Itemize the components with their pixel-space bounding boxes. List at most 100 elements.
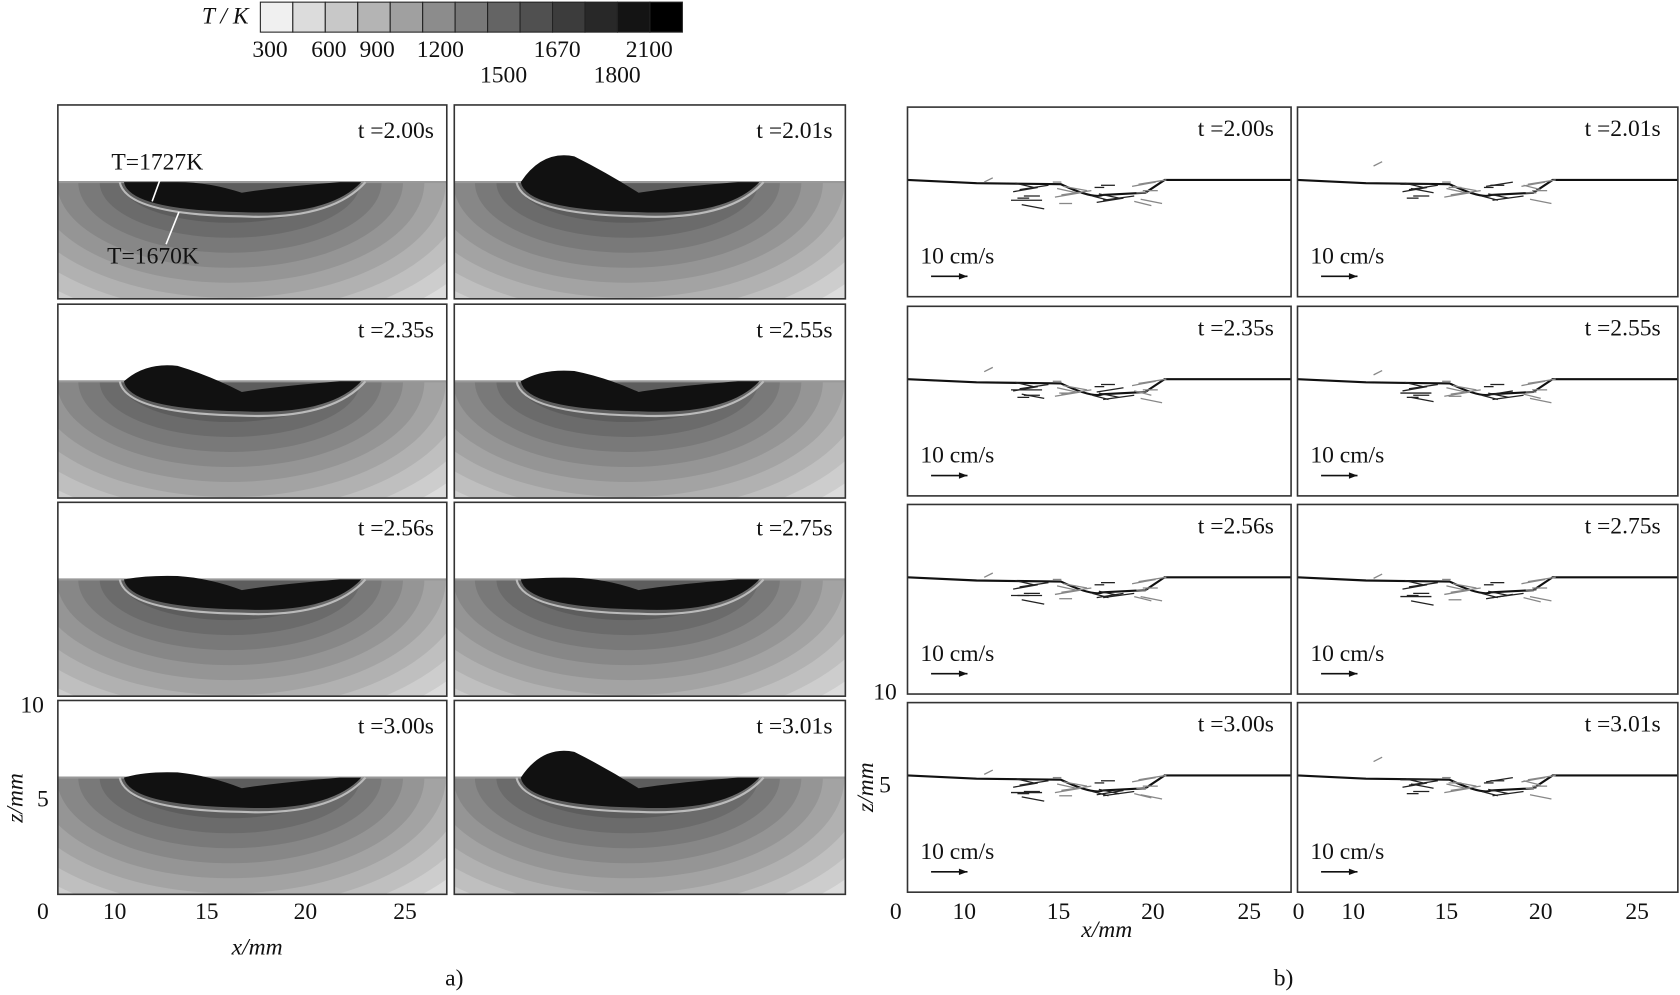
velocity-vector: [1410, 396, 1434, 403]
isotherm-line: [515, 380, 765, 418]
velocity-vector: [1446, 387, 1466, 393]
velocity-vector: [1063, 384, 1088, 391]
velocity-vector: [1134, 595, 1152, 602]
panel-frame: [1296, 305, 1679, 497]
time-label: t =2.01s: [1585, 116, 1661, 142]
time-label: t =2.35s: [1198, 315, 1274, 341]
annotation: T=1727K: [111, 149, 203, 175]
velocity-vector: [1098, 788, 1120, 795]
molten-pool: [123, 365, 362, 412]
velocity-vector: [1481, 592, 1499, 599]
velocity-vector: [1134, 200, 1152, 207]
colorbar-label: T / K: [202, 4, 250, 30]
x-tick-label: 15: [195, 899, 219, 925]
colorbar-cell: [487, 1, 521, 33]
panel-frame: [57, 104, 448, 300]
free-surface: [1297, 178, 1678, 197]
velocity-vector: [1131, 380, 1156, 387]
velocity-vector: [1529, 198, 1552, 205]
isotherm-line: [515, 776, 765, 814]
velocity-vector: [1096, 197, 1124, 204]
velocity-vector: [1444, 787, 1471, 794]
velocity-vector: [1373, 756, 1383, 763]
molten-pool: [520, 370, 760, 412]
colorbar-tick-label: 1200: [417, 37, 464, 63]
velocity-vector: [1063, 781, 1088, 787]
scale-arrowhead: [1348, 670, 1358, 677]
velocity-vector: [1140, 595, 1163, 602]
caption: b): [1274, 965, 1294, 991]
panel-frame: [1296, 701, 1679, 893]
velocity-vector: [1444, 192, 1471, 198]
velocity-vector: [1013, 186, 1038, 193]
panel-frame: [1296, 503, 1679, 695]
velocity-vector: [1140, 397, 1163, 404]
velocity-vector: [1092, 790, 1109, 797]
velocity-vector: [1096, 592, 1124, 599]
velocity-vector: [1140, 794, 1163, 800]
colorbar-tick-label: 900: [359, 37, 394, 63]
velocity-vector: [1092, 195, 1109, 201]
velocity-vector: [1373, 161, 1383, 167]
colorbar-tick-label: 2100: [626, 37, 673, 63]
velocity-vector: [1054, 391, 1081, 397]
velocity-scale-label: 10 cm/s: [920, 839, 994, 865]
colorbar-cell: [389, 1, 424, 33]
velocity-vector: [1521, 181, 1546, 187]
velocity-vector: [1446, 585, 1466, 591]
scale-arrowhead: [1348, 273, 1358, 280]
panel-frame: [906, 106, 1292, 298]
velocity-vector: [1063, 185, 1088, 192]
x-tick-label: 20: [294, 899, 318, 925]
temperature-panel: [57, 104, 447, 299]
x-axis-label: x/mm: [1080, 917, 1132, 943]
velocity-vector: [1523, 393, 1541, 400]
velocity-vector: [1373, 370, 1383, 376]
velocity-scale-label: 10 cm/s: [920, 443, 994, 469]
isotherm-line: [118, 776, 367, 814]
velocity-vector: [1021, 796, 1045, 802]
velocity-vector: [1404, 381, 1424, 388]
velocity-vector: [1054, 787, 1081, 794]
colorbar-cell: [259, 1, 294, 33]
time-label: t =2.00s: [1198, 116, 1274, 142]
x-tick-label: 10: [953, 899, 977, 925]
temperature-panel: [454, 104, 846, 299]
velocity-vector: [1488, 788, 1509, 795]
panel-frame: [1296, 106, 1679, 298]
time-label: t =2.75s: [1585, 513, 1661, 539]
x-tick-label: 0: [1293, 899, 1305, 925]
velocity-vector: [983, 572, 994, 578]
colorbar-tick-label: 1500: [480, 63, 527, 89]
temperature-panel: [454, 304, 846, 499]
velocity-vector: [1092, 394, 1109, 401]
panel-frame: [453, 104, 847, 300]
velocity-vector: [1446, 783, 1466, 789]
velocity-vector: [1446, 187, 1466, 194]
time-label: t =2.56s: [1198, 513, 1274, 539]
time-label: t =3.00s: [358, 714, 434, 740]
velocity-vector: [1481, 394, 1499, 401]
temperature-panel: [57, 700, 447, 895]
velocity-vector: [1444, 589, 1471, 596]
temperature-panel: [454, 502, 846, 697]
velocity-vector: [1481, 790, 1499, 797]
temperature-panel: [454, 700, 846, 895]
velocity-vector: [1485, 181, 1513, 187]
velocity-vector: [1529, 397, 1552, 404]
velocity-vector: [1521, 578, 1546, 585]
velocity-vector: [1063, 583, 1088, 589]
panel-frame: [906, 503, 1292, 695]
air: [454, 700, 846, 778]
free-surface: [907, 576, 1292, 595]
velocity-vector: [1054, 192, 1081, 198]
velocity-vector: [1131, 181, 1156, 187]
scale-arrowhead: [958, 670, 968, 677]
velocity-vector: [1061, 190, 1092, 196]
z-tick-label: 5: [37, 787, 49, 813]
free-surface: [907, 774, 1292, 793]
velocity-vector: [1481, 195, 1499, 201]
isotherm-line: [515, 578, 765, 616]
velocity-vector: [1410, 600, 1434, 606]
